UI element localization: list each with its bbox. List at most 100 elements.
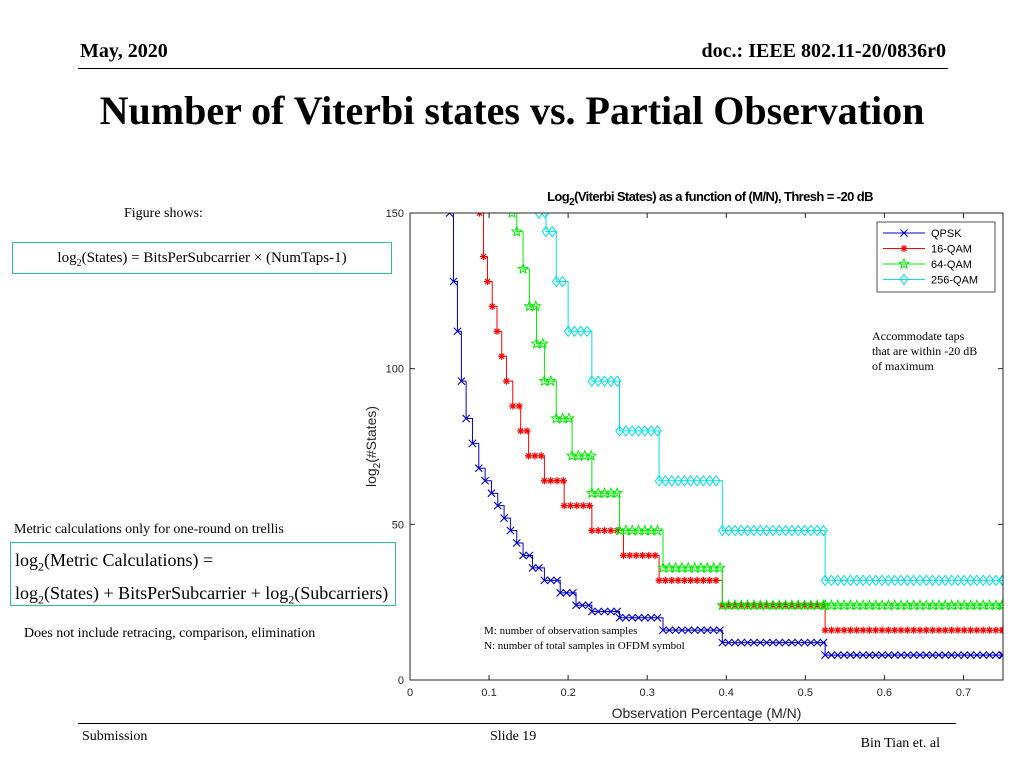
data-point [517, 262, 530, 275]
data-point [536, 337, 549, 349]
data-point [839, 574, 849, 587]
data-point [534, 213, 544, 219]
data-point [534, 563, 543, 572]
data-point [562, 588, 571, 597]
series-64-qam [508, 213, 1003, 611]
data-point [559, 477, 567, 485]
data-point [647, 613, 656, 622]
metric-formula-line1: log2(Metric Calculations) = [11, 547, 395, 580]
data-point [800, 524, 809, 537]
data-point [621, 425, 631, 437]
data-point [736, 524, 746, 537]
legend-marker [897, 257, 911, 270]
data-point [997, 574, 1003, 587]
data-point [606, 375, 616, 387]
data-point [859, 651, 868, 660]
data-point [699, 576, 707, 584]
data-point [628, 613, 637, 622]
data-point [584, 601, 593, 610]
data-point [547, 477, 555, 485]
annotation-mn-line: M: number of observation samples [484, 625, 637, 637]
data-point [827, 574, 836, 587]
data-point [570, 325, 579, 338]
data-point [966, 574, 975, 587]
data-point [462, 414, 471, 423]
data-point [638, 551, 647, 560]
data-point [852, 574, 862, 587]
y-label-pre: log [363, 468, 379, 487]
data-point [661, 576, 669, 584]
data-point [593, 375, 603, 387]
data-point [509, 402, 517, 410]
data-point [632, 551, 640, 560]
data-point [953, 651, 962, 660]
data-point [762, 638, 771, 647]
data-point [615, 613, 624, 622]
axes-box [409, 212, 1004, 681]
data-point [711, 474, 721, 487]
formula-rest: (Metric Calculations) = [44, 550, 214, 570]
data-point [696, 626, 705, 635]
formula-rest: (States) + BitsPerSubcarrier + [44, 582, 266, 603]
data-point [600, 375, 609, 387]
data-point [640, 425, 650, 437]
data-point [960, 651, 969, 660]
data-point [483, 277, 492, 286]
data-point [709, 626, 718, 635]
data-point [512, 539, 521, 548]
data-point [481, 476, 490, 485]
data-point [878, 626, 886, 634]
data-point [449, 277, 458, 286]
data-point [966, 651, 975, 660]
data-point [715, 626, 724, 635]
data-point [755, 524, 765, 537]
data-point [558, 275, 567, 288]
data-point [653, 613, 662, 622]
data-point [840, 651, 849, 660]
chart-title-sub: 2 [569, 197, 575, 208]
data-point [468, 439, 477, 448]
y-tick-label: 0 [398, 675, 404, 687]
data-point [687, 576, 695, 584]
data-point [972, 574, 982, 587]
data-point [819, 524, 828, 537]
data-point [544, 374, 557, 387]
data-point [572, 601, 581, 610]
data-point [768, 638, 777, 647]
data-point [884, 626, 892, 634]
annotation-accommodate-line: Accommodate taps [872, 329, 965, 343]
series-qpsk [445, 213, 1003, 660]
formula-log: log [265, 582, 289, 603]
data-point [587, 607, 596, 616]
data-point [749, 524, 759, 537]
data-point [819, 638, 828, 647]
data-point [680, 576, 688, 584]
data-point [896, 574, 906, 587]
data-point [493, 327, 501, 335]
legend-label: 256-QAM [931, 275, 978, 287]
data-point [833, 651, 842, 660]
data-point [498, 352, 506, 360]
legend-box [876, 221, 996, 293]
legend-marker [900, 229, 908, 237]
data-point [928, 651, 937, 660]
formula-sub: 2 [76, 258, 82, 269]
data-point [846, 626, 855, 634]
metric-caption: Metric calculations only for one-round o… [14, 522, 284, 537]
data-point [922, 651, 931, 660]
data-point [627, 425, 637, 437]
data-point [827, 626, 836, 634]
chart-title-pre: Log [547, 189, 570, 204]
data-point [793, 524, 803, 537]
data-point [858, 574, 868, 587]
data-point [820, 574, 830, 587]
data-point [678, 626, 686, 635]
data-point [547, 225, 557, 238]
data-point [915, 574, 925, 587]
data-point [667, 474, 677, 487]
legend-entry: 256-QAM [883, 273, 978, 287]
annotation-mn-line: N: number of total samples in OFDM symbo… [484, 640, 685, 652]
data-point [587, 375, 597, 387]
data-point [568, 588, 577, 597]
data-point [730, 638, 739, 647]
